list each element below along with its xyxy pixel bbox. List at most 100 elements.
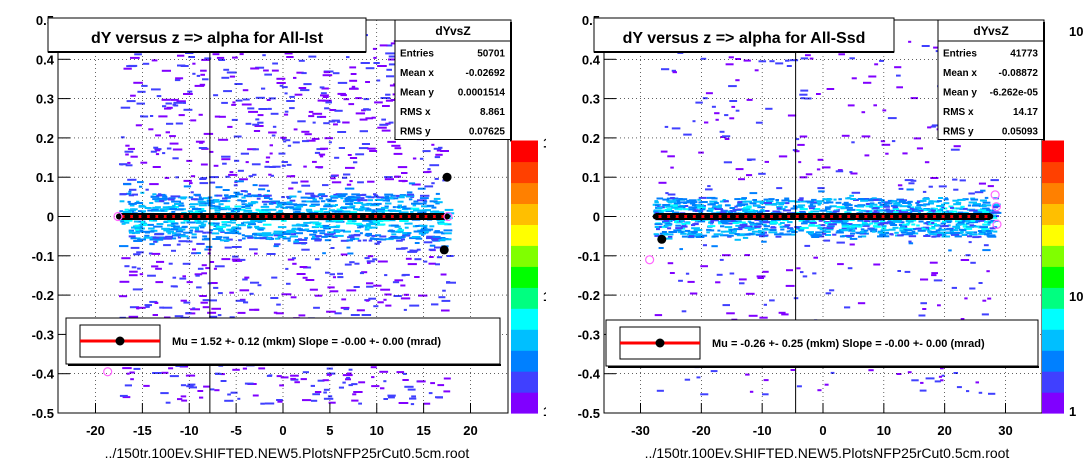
heatmap-cell — [172, 225, 180, 228]
profile-point — [695, 213, 702, 220]
heatmap-cell — [700, 201, 708, 203]
profile-point — [427, 213, 434, 220]
heatmap-cell — [972, 204, 981, 207]
heatmap-cell — [866, 203, 871, 206]
heatmap-cell — [225, 224, 231, 227]
heatmap-cell — [120, 220, 125, 223]
heatmap-cell — [809, 57, 814, 60]
heatmap-cell — [346, 372, 352, 375]
heatmap-cell — [955, 201, 962, 204]
heatmap-cell — [324, 235, 333, 238]
heatmap-cell — [743, 59, 751, 62]
heatmap-cell — [388, 55, 397, 58]
heatmap-cell — [662, 198, 670, 201]
heatmap-cell — [124, 384, 132, 387]
heatmap-cell — [309, 288, 318, 291]
heatmap-cell — [407, 388, 416, 391]
heatmap-cell — [223, 90, 232, 93]
heatmap-cell — [367, 255, 374, 258]
heatmap-cell — [373, 219, 382, 222]
heatmap-cell — [147, 274, 156, 277]
profile-point — [738, 213, 745, 220]
heatmap-cell — [869, 211, 877, 214]
heatmap-cell — [920, 381, 924, 384]
heatmap-cell — [290, 233, 296, 236]
heatmap-cell — [290, 377, 296, 380]
heatmap-cell — [283, 140, 287, 143]
heatmap-cell — [403, 308, 407, 311]
profile-point — [669, 213, 676, 220]
heatmap-cell — [178, 240, 188, 243]
heatmap-cell — [289, 207, 299, 210]
heatmap-cell — [910, 208, 920, 211]
heatmap-cell — [849, 237, 858, 240]
heatmap-cell — [988, 392, 996, 395]
heatmap-cell — [871, 220, 879, 223]
heatmap-cell — [864, 232, 869, 235]
heatmap-cell — [278, 209, 283, 212]
profile-point — [191, 213, 198, 220]
heatmap-cell — [197, 220, 202, 223]
heatmap-cell — [402, 379, 409, 381]
heatmap-cell — [889, 233, 893, 236]
heatmap-cell — [302, 371, 309, 374]
heatmap-cell — [276, 82, 286, 84]
heatmap-cell — [323, 391, 327, 394]
heatmap-cell — [230, 210, 236, 212]
heatmap-cell — [982, 249, 991, 252]
heatmap-cell — [383, 298, 387, 301]
heatmap-cell — [667, 227, 672, 230]
heatmap-cell — [960, 318, 965, 320]
heatmap-cell — [196, 74, 201, 77]
heatmap-cell — [927, 126, 932, 129]
heatmap-cell — [344, 263, 352, 266]
heatmap-cell — [385, 99, 393, 102]
heatmap-cell — [987, 221, 992, 224]
heatmap-cell — [192, 72, 196, 75]
heatmap-cell — [282, 231, 286, 234]
y-tick-label: 0.4 — [582, 52, 601, 67]
heatmap-cell — [778, 201, 786, 204]
heatmap-cell — [390, 99, 396, 101]
heatmap-cell — [826, 210, 832, 213]
profile-point — [225, 213, 232, 220]
heatmap-cell — [784, 197, 790, 200]
heatmap-cell — [945, 231, 951, 234]
heatmap-cell — [429, 225, 435, 228]
legend-fit-text: Mu = -0.26 +- 0.25 (mkm) Slope = -0.00 +… — [712, 338, 985, 350]
heatmap-cell — [892, 226, 899, 229]
profile-point — [402, 213, 408, 220]
heatmap-cell — [158, 193, 162, 196]
heatmap-cell — [381, 211, 385, 214]
heatmap-cell — [805, 200, 814, 203]
heatmap-cell — [252, 123, 260, 126]
heatmap-cell — [702, 234, 708, 237]
heatmap-cell — [162, 105, 167, 108]
heatmap-cell — [237, 199, 242, 202]
chart-panel-ssd: -30 -20 -10 0 10 20 30 -0.5 -0.4 -0.3 -0.2 -0.1 0 0.1… — [546, 0, 1092, 464]
heatmap-cell — [670, 197, 675, 199]
heatmap-cell — [826, 225, 835, 228]
heatmap-cell — [363, 98, 370, 101]
heatmap-cell — [247, 236, 254, 239]
heatmap-cell — [908, 240, 912, 243]
heatmap-cell — [306, 139, 316, 142]
heatmap-cell — [377, 65, 387, 67]
heatmap-cell — [922, 197, 930, 200]
heatmap-cell — [278, 152, 286, 155]
profile-point — [927, 213, 934, 220]
heatmap-cell — [749, 228, 755, 231]
heatmap-cell — [892, 208, 900, 211]
heatmap-cell — [124, 208, 129, 211]
heatmap-cell — [825, 292, 832, 295]
heatmap-cell — [342, 176, 348, 179]
heatmap-cell — [399, 220, 409, 222]
profile-point — [901, 213, 908, 220]
heatmap-cell — [358, 402, 362, 405]
heatmap-cell — [818, 224, 826, 227]
profile-point — [376, 213, 383, 220]
heatmap-cell — [183, 301, 191, 304]
profile-point — [250, 213, 257, 220]
heatmap-cell — [218, 229, 225, 232]
heatmap-cell — [383, 398, 388, 400]
